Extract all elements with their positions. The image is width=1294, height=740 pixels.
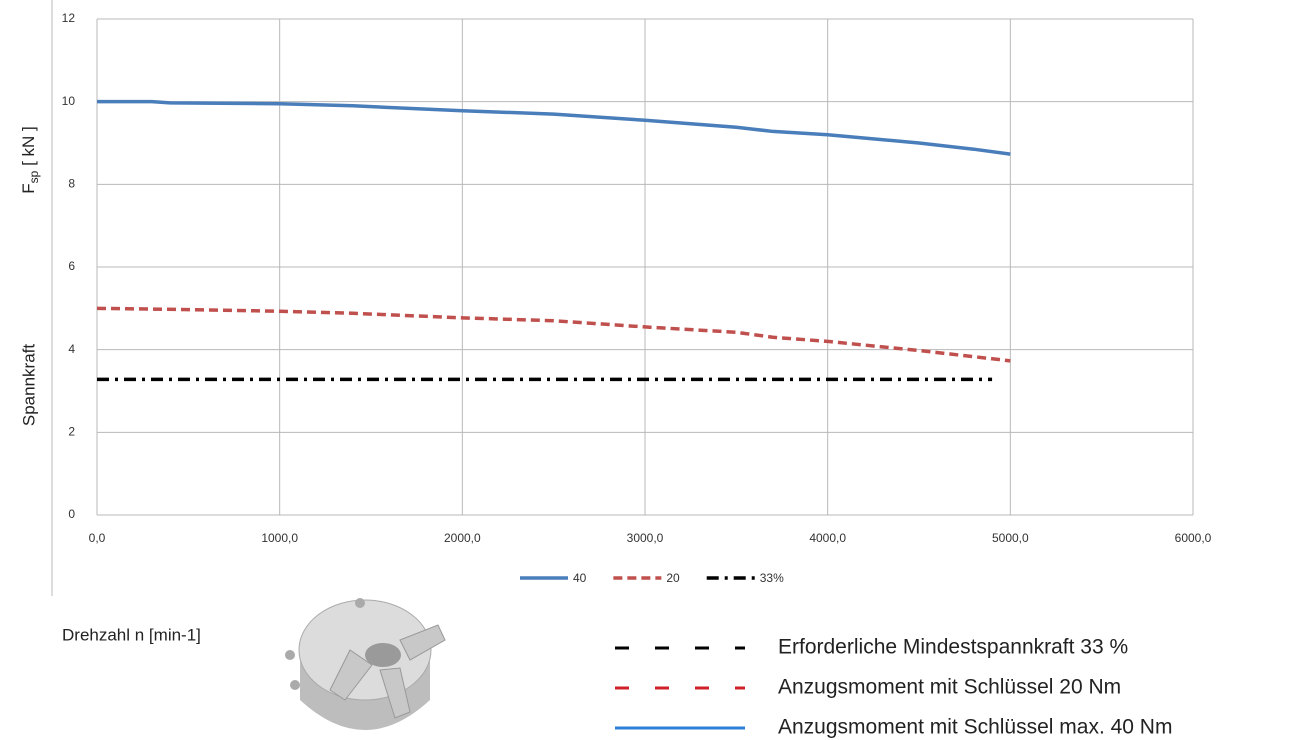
annotation-text: Erforderliche Mindestspannkraft 33 % bbox=[778, 636, 1128, 659]
x-tick-label: 5000,0 bbox=[992, 531, 1029, 545]
x-tick-label: 3000,0 bbox=[627, 531, 664, 545]
x-tick-label: 2000,0 bbox=[444, 531, 481, 545]
y-tick-label: 12 bbox=[62, 11, 76, 25]
chuck-illustration bbox=[285, 598, 446, 730]
x-tick-label: 1000,0 bbox=[261, 531, 298, 545]
y-axis-label: Fsp [ kN ] bbox=[19, 126, 41, 193]
data-line bbox=[96, 306, 1011, 363]
y-tick-label: 2 bbox=[68, 425, 75, 439]
y-axis-label-2: Spannkraft bbox=[19, 344, 38, 426]
y-tick-label: 0 bbox=[68, 507, 75, 521]
annotation-text: Anzugsmoment mit Schlüssel 20 Nm bbox=[778, 676, 1121, 699]
x-tick-label: 0,0 bbox=[89, 531, 106, 545]
legend-label: 20 bbox=[666, 571, 680, 585]
x-axis-label: Drehzahl n [min-1] bbox=[62, 625, 201, 644]
x-tick-label: 4000,0 bbox=[809, 531, 846, 545]
y-tick-label: 6 bbox=[68, 259, 75, 273]
x-tick-label: 6000,0 bbox=[1175, 531, 1212, 545]
y-tick-label: 10 bbox=[62, 94, 76, 108]
legend-label: 40 bbox=[573, 571, 587, 585]
annotation-text: Anzugsmoment mit Schlüssel max. 40 Nm bbox=[778, 716, 1172, 739]
y-tick-label: 8 bbox=[68, 177, 75, 191]
y-tick-label: 4 bbox=[68, 342, 75, 356]
data-line bbox=[97, 99, 1011, 156]
legend-label: 33% bbox=[760, 571, 784, 585]
